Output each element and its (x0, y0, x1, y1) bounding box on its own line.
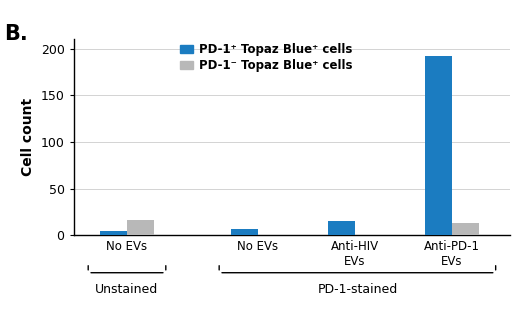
Text: B.: B. (4, 24, 27, 43)
Bar (100, 231, 127, 235)
Bar (328, 221, 355, 235)
Bar (452, 223, 479, 235)
Legend: PD-1⁺ Topaz Blue⁺ cells, PD-1⁻ Topaz Blue⁺ cells: PD-1⁺ Topaz Blue⁺ cells, PD-1⁻ Topaz Blu… (180, 43, 352, 72)
Bar (425, 56, 452, 235)
Bar (231, 229, 258, 235)
Text: PD-1-stained: PD-1-stained (317, 283, 398, 296)
Text: Unstained: Unstained (95, 283, 159, 296)
Bar (355, 234, 382, 235)
Bar (127, 220, 154, 235)
Bar (258, 234, 285, 235)
Y-axis label: Cell count: Cell count (21, 98, 35, 176)
